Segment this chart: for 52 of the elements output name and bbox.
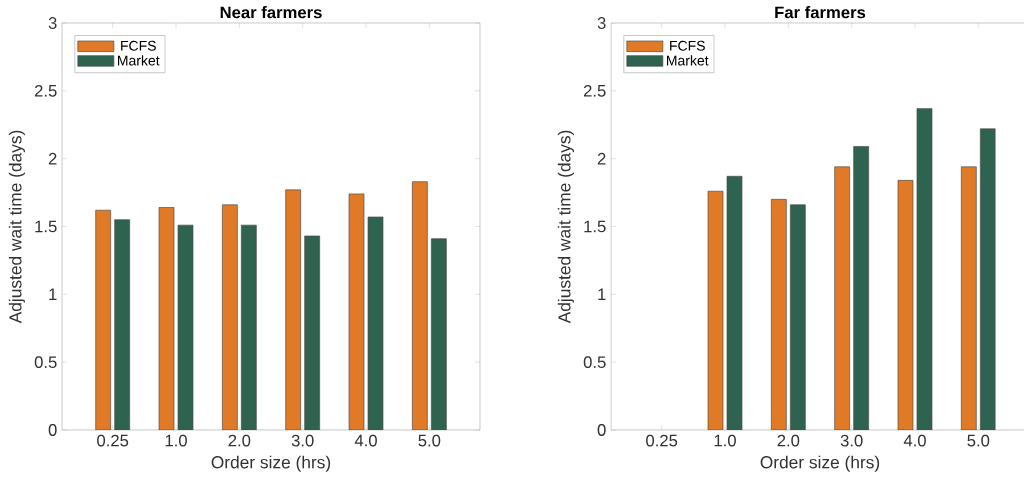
legend-label: Market	[118, 55, 160, 66]
y-axis-title: Adjusted wait time (days)	[557, 130, 574, 324]
bar	[114, 219, 131, 430]
bar	[158, 207, 175, 430]
bar	[979, 128, 996, 430]
bar	[222, 204, 238, 430]
y-tick-label: 2	[48, 152, 57, 165]
bar	[412, 181, 428, 430]
x-tick-label: 1.0	[165, 434, 187, 447]
x-tick-label: 2.0	[777, 434, 800, 447]
legend-label: FCFS	[670, 40, 705, 51]
y-tick-label: 1.5	[35, 220, 57, 233]
y-tick-label: 2.5	[34, 84, 57, 97]
bar	[770, 199, 787, 430]
legend-label: Market	[667, 55, 709, 66]
bar	[834, 166, 850, 430]
y-tick-label: 2.5	[583, 84, 606, 97]
y-axis-title: Adjusted wait time (days)	[8, 130, 25, 324]
bar	[960, 166, 977, 430]
legend-label: FCFS	[121, 40, 156, 51]
x-tick-label: 3.0	[291, 434, 314, 447]
chart-title: Far farmers	[775, 6, 866, 19]
bar	[241, 224, 257, 430]
y-tick-label: 0.5	[34, 356, 57, 369]
bar	[95, 209, 112, 430]
bar	[789, 204, 806, 430]
y-tick-label: 0.5	[583, 356, 606, 369]
bar	[348, 193, 365, 430]
x-tick-label: 0.25	[646, 434, 678, 447]
x-tick-label: 2.0	[228, 434, 251, 447]
x-axis-title: Order size (hrs)	[211, 455, 331, 472]
x-tick-label: 5.0	[967, 434, 990, 447]
chart-title: Near farmers	[220, 6, 322, 19]
x-tick-label: 4.0	[903, 434, 926, 447]
x-tick-label: 4.0	[354, 434, 377, 447]
bar	[430, 238, 447, 430]
bar	[853, 146, 869, 430]
y-tick-label: 0	[597, 424, 606, 436]
x-tick-label: 3.0	[840, 434, 863, 447]
x-tick-label: 5.0	[418, 434, 441, 447]
x-axis-title: Order size (hrs)	[760, 455, 880, 472]
x-tick-label: 0.25	[97, 434, 129, 447]
x-tick-label: 1.0	[714, 434, 736, 447]
y-tick-label: 1	[49, 288, 57, 301]
y-tick-label: 1	[598, 288, 606, 301]
y-tick-label: 3	[597, 17, 606, 29]
y-tick-label: 1.5	[584, 220, 606, 233]
bar	[285, 189, 302, 430]
y-tick-label: 0	[48, 424, 57, 436]
y-tick-label: 2	[597, 152, 606, 165]
bar	[304, 235, 321, 430]
y-tick-label: 3	[48, 17, 57, 29]
